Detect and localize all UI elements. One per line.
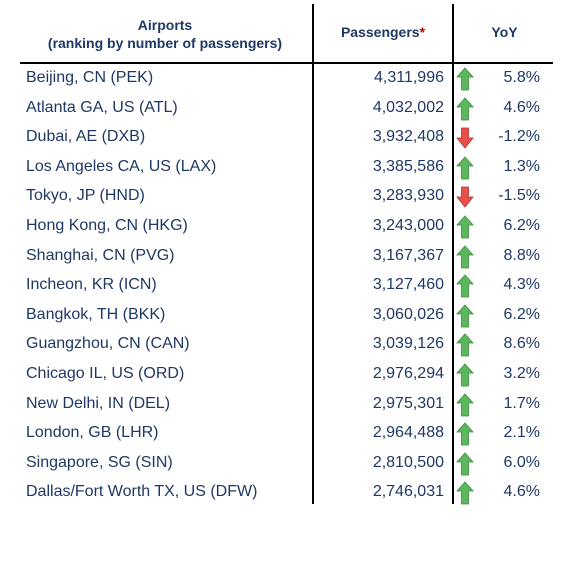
passenger-count: 2,746,031 (372, 483, 444, 501)
table-row: Dubai, AE (DXB) 3,932,408 -1.2% (20, 123, 553, 153)
yoy-change: 4.3% (503, 276, 540, 294)
up-arrow-icon (456, 422, 474, 446)
yoy-change: 3.2% (503, 364, 540, 382)
up-arrow-icon (456, 392, 474, 416)
airport-name: Dallas/Fort Worth TX, US (DFW) (26, 483, 258, 501)
airport-name: Incheon, KR (ICN) (26, 276, 157, 294)
airport-name: Singapore, SG (SIN) (26, 453, 173, 471)
yoy-change: 6.2% (503, 305, 540, 323)
up-arrow-icon (456, 304, 474, 328)
yoy-change: -1.5% (498, 187, 540, 205)
airport-name: New Delhi, IN (DEL) (26, 394, 171, 412)
up-arrow-icon (456, 363, 474, 387)
table-header: Airports (ranking by number of passenger… (20, 4, 553, 64)
table-row: London, GB (LHR) 2,964,488 2.1% (20, 419, 553, 449)
table-row: Dallas/Fort Worth TX, US (DFW) 2,746,031 4… (20, 478, 553, 508)
airport-name: Tokyo, JP (HND) (26, 187, 145, 205)
yoy-change: 8.6% (503, 335, 540, 353)
airports-header-title: Airports (137, 17, 193, 33)
passenger-count: 3,243,000 (372, 216, 444, 234)
up-arrow-icon (456, 67, 474, 91)
passengers-column-header: Passengers* (318, 24, 448, 40)
airport-ranking-table: Airports (ranking by number of passenger… (20, 4, 553, 508)
table-row: Atlanta GA, US (ATL) 4,032,002 4.6% (20, 94, 553, 124)
table-row: Shanghai, CN (PVG) 3,167,367 8.8% (20, 242, 553, 272)
down-arrow-icon (456, 127, 474, 149)
passenger-count: 2,975,301 (372, 394, 444, 412)
up-arrow-icon (456, 96, 474, 120)
column-divider-passengers (312, 4, 314, 504)
table-row: Tokyo, JP (HND) 3,283,930 -1.5% (20, 182, 553, 212)
passenger-count: 2,810,500 (372, 453, 444, 471)
up-arrow-icon (456, 333, 474, 357)
airports-column-header: Airports (ranking by number of passenger… (20, 16, 310, 52)
table-row: Incheon, KR (ICN) 3,127,460 4.3% (20, 271, 553, 301)
passenger-count: 3,039,126 (372, 335, 444, 353)
airport-name: Bangkok, TH (BKK) (26, 305, 166, 323)
up-arrow-icon (456, 244, 474, 268)
passenger-count: 2,964,488 (372, 424, 444, 442)
airports-header-subtitle: (ranking by number of passengers) (47, 35, 283, 51)
yoy-change: 8.8% (503, 246, 540, 264)
passenger-count: 3,127,460 (372, 276, 444, 294)
passenger-count: 4,032,002 (372, 98, 444, 116)
yoy-change: -1.2% (498, 128, 540, 146)
yoy-change: 1.3% (503, 157, 540, 175)
table-row: Bangkok, TH (BKK) 3,060,026 6.2% (20, 301, 553, 331)
yoy-change: 4.6% (503, 98, 540, 116)
airport-name: Guangzhou, CN (CAN) (26, 335, 190, 353)
airport-name: Beijing, CN (PEK) (26, 69, 154, 86)
yoy-change: 4.6% (503, 483, 540, 501)
yoy-column-header: YoY (491, 24, 518, 40)
down-arrow-icon (456, 186, 474, 209)
passenger-count: 2,976,294 (372, 364, 444, 382)
passenger-count: 3,167,367 (372, 246, 444, 264)
table-row: Chicago IL, US (ORD) 2,976,294 3.2% (20, 360, 553, 390)
up-arrow-icon (456, 215, 474, 239)
airport-name: Atlanta GA, US (ATL) (26, 98, 178, 116)
table-row: New Delhi, IN (DEL) 2,975,301 1.7% (20, 390, 553, 420)
up-arrow-icon (456, 452, 474, 476)
passenger-count: 3,060,026 (372, 305, 444, 323)
yoy-change: 6.2% (503, 216, 540, 234)
yoy-change: 6.0% (503, 453, 540, 471)
airport-name: Shanghai, CN (PVG) (26, 246, 175, 264)
passenger-count: 3,385,586 (372, 157, 444, 175)
up-arrow-icon (456, 481, 474, 505)
table-row: Beijing, CN (PEK) 4,311,996 5.8% (20, 64, 553, 94)
table-row: Hong Kong, CN (HKG) 3,243,000 6.2% (20, 212, 553, 242)
yoy-change: 2.1% (503, 424, 540, 442)
passengers-footnote-marker: * (419, 24, 426, 40)
yoy-change: 1.7% (503, 394, 540, 412)
table-row: Los Angeles CA, US (LAX) 3,385,586 1.3% (20, 153, 553, 183)
passenger-count: 3,283,930 (372, 187, 444, 205)
yoy-change: 5.8% (503, 69, 540, 86)
passengers-header-label: Passengers (340, 24, 420, 40)
airport-name: London, GB (LHR) (26, 424, 159, 442)
table-row: Singapore, SG (SIN) 2,810,500 6.0% (20, 449, 553, 479)
airport-name: Los Angeles CA, US (LAX) (26, 157, 217, 175)
passenger-count: 3,932,408 (372, 128, 444, 146)
passenger-count: 4,311,996 (374, 69, 444, 86)
airport-name: Hong Kong, CN (HKG) (26, 216, 188, 234)
up-arrow-icon (456, 274, 474, 298)
airport-name: Chicago IL, US (ORD) (26, 364, 185, 382)
up-arrow-icon (456, 156, 474, 180)
airport-name: Dubai, AE (DXB) (26, 128, 146, 146)
table-body: Beijing, CN (PEK) 4,311,996 5.8% Atlanta GA… (20, 64, 553, 508)
table-row: Guangzhou, CN (CAN) 3,039,126 8.6% (20, 330, 553, 360)
column-divider-yoy (452, 4, 454, 504)
